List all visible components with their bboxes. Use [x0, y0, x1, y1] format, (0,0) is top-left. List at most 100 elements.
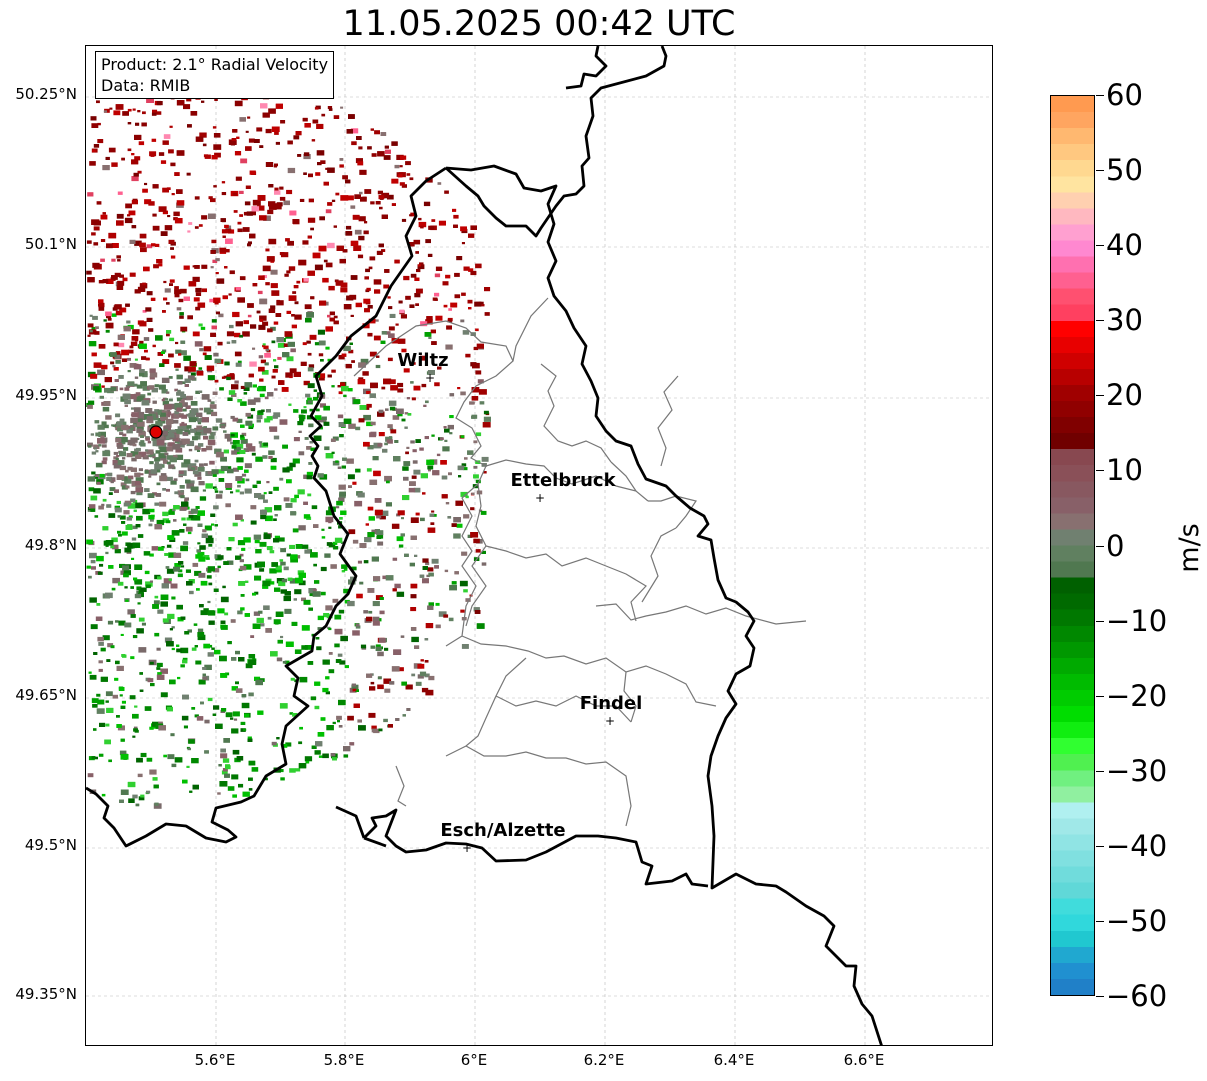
radar-pixel — [180, 664, 185, 668]
radar-pixel — [410, 607, 417, 612]
radar-pixel — [137, 602, 141, 605]
radar-pixel — [234, 351, 242, 357]
radar-pixel — [410, 212, 416, 217]
radar-pixel — [354, 500, 363, 507]
radar-pixel — [179, 315, 184, 319]
radar-pixel — [173, 552, 182, 558]
radar-pixel — [117, 191, 123, 195]
radar-pixel — [99, 473, 105, 478]
radar-pixel — [371, 556, 379, 562]
radar-pixel — [199, 496, 207, 501]
radar-pixel — [197, 632, 205, 637]
radar-pixel — [478, 509, 483, 512]
lon-label: 6.4°E — [713, 1051, 755, 1069]
radar-pixel — [105, 329, 110, 333]
radar-pixel — [90, 495, 98, 501]
radar-pixel — [273, 538, 280, 543]
radar-pixel — [171, 647, 175, 651]
radar-pixel — [425, 623, 434, 629]
radar-pixel — [319, 300, 327, 306]
radar-pixel — [311, 505, 318, 510]
radar-pixel — [268, 201, 276, 207]
radar-pixel — [425, 562, 430, 566]
radar-pixel — [214, 358, 222, 364]
radar-pixel — [338, 497, 345, 502]
radar-pixel — [122, 111, 129, 116]
radar-pixel — [360, 358, 369, 365]
chart-title: 11.05.2025 00:42 UTC — [342, 4, 736, 44]
radar-pixel — [368, 266, 373, 270]
radar-pixel — [167, 215, 171, 218]
radar-pixel — [428, 602, 434, 607]
radar-pixel — [317, 732, 325, 737]
radar-pixel — [263, 534, 271, 540]
radar-pixel — [342, 249, 348, 253]
radar-pixel — [201, 215, 208, 220]
radar-pixel — [276, 568, 282, 573]
radar-pixel — [95, 450, 99, 453]
radar-pixel — [270, 269, 278, 275]
radar-pixel — [286, 553, 291, 557]
radar-pixel — [119, 750, 127, 756]
radar-pixel — [328, 526, 332, 529]
radar-pixel — [343, 304, 352, 310]
radar-pixel — [179, 529, 185, 533]
radar-pixel — [137, 414, 146, 421]
radar-pixel — [384, 647, 389, 651]
radar-pixel — [301, 645, 308, 650]
radar-pixel — [381, 192, 390, 199]
radar-pixel — [139, 233, 147, 239]
radar-pixel — [470, 507, 475, 511]
radar-pixel — [460, 609, 465, 613]
radar-pixel — [174, 433, 180, 438]
radar-pixel — [212, 474, 217, 477]
radar-pixel — [226, 341, 231, 344]
radar-pixel — [96, 100, 100, 104]
radar-pixel — [213, 568, 220, 573]
radar-pixel — [156, 482, 161, 486]
map-panel[interactable] — [85, 45, 993, 1046]
radar-pixel — [122, 393, 131, 400]
radar-pixel — [119, 274, 124, 278]
radar-pixel — [388, 400, 397, 406]
radar-pixel — [461, 644, 469, 649]
radar-pixel — [207, 652, 214, 657]
radar-pixel — [195, 660, 202, 665]
radar-pixel — [130, 467, 137, 472]
radar-pixel — [363, 414, 371, 421]
radar-pixel — [182, 425, 190, 431]
radar-pixel — [251, 206, 260, 212]
radar-pixel — [134, 358, 138, 361]
radar-pixel — [126, 428, 133, 434]
radar-pixel — [255, 549, 262, 554]
radar-pixel — [442, 281, 449, 286]
radar-pixel — [150, 683, 155, 687]
radar-pixel — [358, 362, 366, 368]
radar-pixel — [105, 723, 110, 727]
radar-pixel — [134, 472, 141, 478]
radar-pixel — [201, 264, 208, 269]
radar-pixel — [348, 114, 355, 119]
radar-pixel — [147, 392, 152, 396]
radar-pixel — [176, 374, 183, 380]
radar-pixel — [254, 575, 262, 581]
radar-pixel — [159, 447, 168, 453]
radar-pixel — [449, 584, 457, 591]
radar-pixel — [218, 469, 225, 474]
radar-pixel — [331, 199, 336, 202]
radar-pixel — [235, 514, 243, 520]
radar-pixel — [192, 562, 199, 567]
radar-pixel — [136, 628, 144, 634]
radar-pixel — [160, 231, 168, 236]
radar-pixel — [392, 557, 398, 561]
radar-pixel — [241, 432, 247, 437]
radar-pixel — [174, 411, 179, 415]
radar-pixel — [288, 295, 297, 301]
radar-pixel — [167, 433, 175, 438]
radar-pixel — [89, 330, 93, 333]
radar-pixel — [243, 386, 250, 391]
radar-pixel — [308, 588, 316, 594]
radar-pixel — [111, 587, 116, 591]
radar-pixel — [274, 535, 280, 540]
radar-pixel — [302, 240, 309, 245]
